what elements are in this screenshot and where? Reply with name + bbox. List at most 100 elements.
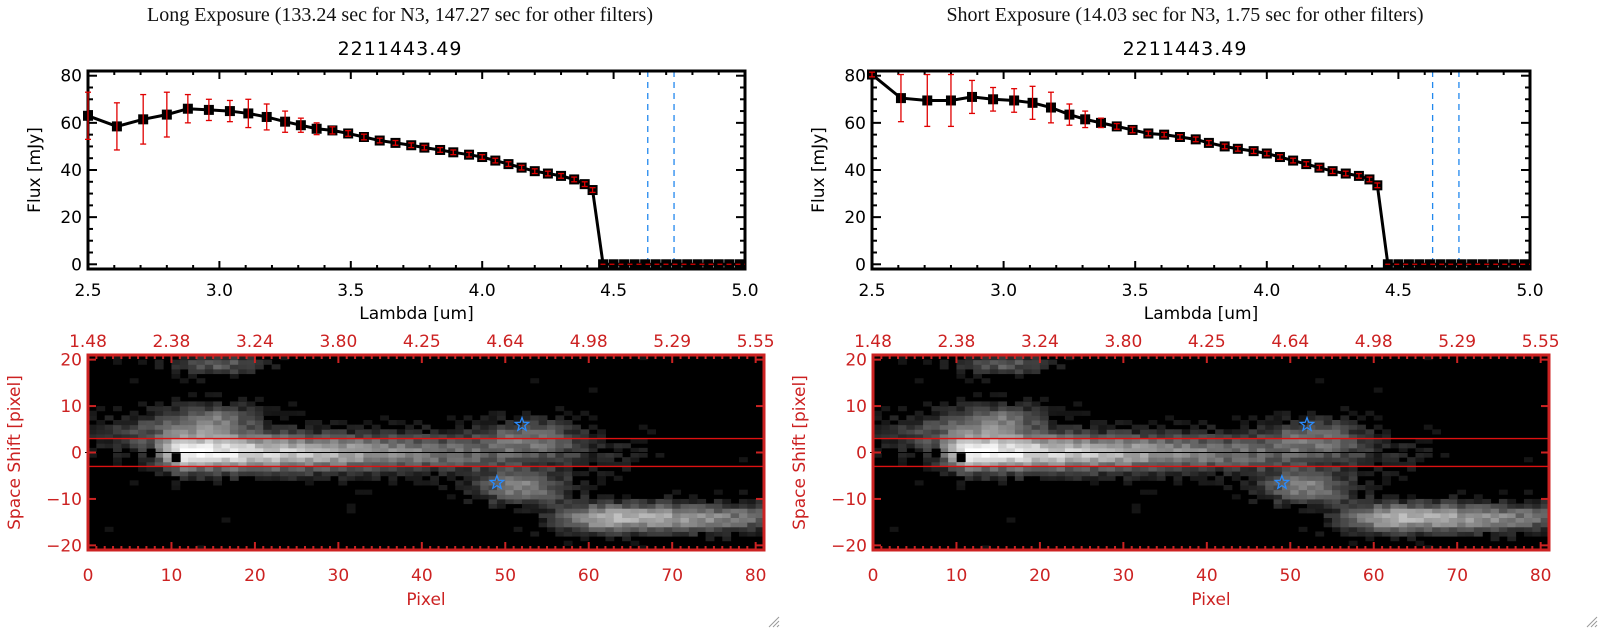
image-pixel: [1473, 503, 1483, 509]
image-pixel: [513, 485, 523, 491]
image-pixel: [613, 447, 623, 453]
image-pixel: [1073, 424, 1083, 430]
image-pixel: [1281, 475, 1291, 481]
image-pixel: [1357, 531, 1366, 537]
image-pixel: [138, 452, 147, 458]
image-pixel: [613, 498, 623, 505]
image-pixel: [129, 415, 139, 421]
image-pixel: [154, 410, 164, 416]
image-pixel: [304, 429, 314, 435]
image-pixel: [1064, 355, 1074, 361]
image-pixel: [1215, 480, 1225, 486]
image-pixel: [346, 466, 356, 472]
image-pixel: [1340, 508, 1350, 514]
image-pixel: [722, 536, 732, 542]
resize-grip-icon[interactable]: [1584, 614, 1598, 628]
image-pixel: [363, 429, 373, 435]
image-pixel: [179, 401, 189, 407]
image-pixel: [580, 531, 590, 537]
image-pixel: [446, 447, 456, 453]
image-pixel: [521, 429, 531, 435]
image-pixel: [1073, 461, 1083, 467]
image-pixel: [1240, 429, 1250, 435]
image-pixel: [480, 494, 490, 500]
image-pixel: [1423, 508, 1433, 514]
image-pixel: [1340, 457, 1350, 463]
image-pixel: [530, 508, 540, 514]
image-pixel: [1365, 489, 1375, 495]
image-pixel: [563, 433, 573, 440]
image-pixel: [1398, 508, 1408, 514]
image-pixel: [338, 466, 348, 472]
image-pixel: [1089, 457, 1099, 463]
image-pixel: [1340, 466, 1350, 472]
image-pixel: [188, 373, 197, 379]
image-pixel: [430, 475, 440, 481]
image-pixel: [380, 429, 389, 435]
image-pixel: [1365, 526, 1375, 532]
image-pixel: [580, 429, 590, 435]
image-pixel: [1031, 447, 1041, 453]
image-pixel: [213, 420, 223, 426]
image-pixel: [204, 415, 214, 421]
image-pixel: [630, 447, 640, 453]
image-pixel: [505, 433, 515, 440]
image-pixel: [1190, 443, 1199, 449]
image-pixel: [471, 466, 481, 472]
image-pixel: [622, 517, 631, 523]
image-pixel: [1048, 424, 1058, 430]
image-pixel: [1457, 526, 1467, 532]
image-pixel: [113, 452, 122, 458]
image-pixel: [505, 424, 515, 430]
image-pixel: [513, 457, 523, 463]
image-pixel: [1081, 447, 1091, 453]
image-pixel: [229, 447, 239, 453]
image-pixel: [973, 401, 982, 407]
resize-grip-icon[interactable]: [766, 614, 780, 628]
image-pixel: [747, 503, 757, 509]
image-pixel: [1198, 471, 1208, 477]
image-pixel: [931, 461, 941, 467]
image-pixel: [1140, 443, 1149, 449]
image-pixel: [1348, 508, 1358, 514]
image-pixel: [1048, 471, 1058, 477]
image-pixel: [263, 475, 273, 481]
image-pixel: [1298, 461, 1308, 467]
image-pixel: [1098, 433, 1108, 440]
x-tick-label: 3.5: [1122, 281, 1149, 301]
image-pixel: [948, 447, 957, 453]
image-pixel: [989, 406, 999, 412]
data-point: [1403, 259, 1414, 270]
image-pixel: [655, 517, 665, 523]
image-pixel: [1332, 480, 1341, 486]
image-pixel: [171, 415, 181, 421]
image-pixel: [1348, 457, 1358, 463]
image-pixel: [321, 471, 331, 477]
image-pixel: [1056, 433, 1066, 440]
image-pixel: [488, 498, 498, 505]
image-pixel: [572, 471, 581, 477]
image-pixel: [254, 424, 264, 430]
image-pixel: [513, 498, 523, 505]
image-pixel: [446, 466, 456, 472]
image-pixel: [580, 452, 590, 458]
image-pixel: [1457, 489, 1467, 495]
image-pixel: [313, 443, 323, 449]
image-pixel: [355, 429, 364, 435]
image-pixel: [196, 475, 206, 481]
image-pixel: [530, 457, 540, 463]
image-pixel: [1115, 471, 1124, 477]
image-pixel: [1315, 378, 1325, 384]
image-pixel: [1340, 480, 1350, 486]
image-pixel: [588, 452, 598, 458]
image-pixel: [480, 480, 490, 486]
image-pixel: [313, 466, 323, 472]
image-pixel: [1039, 452, 1049, 458]
image-pixel: [923, 466, 932, 472]
image-pixel: [146, 429, 156, 435]
image-pixel: [1332, 489, 1341, 495]
image-pixel: [1181, 466, 1191, 472]
image-pixel: [964, 475, 974, 481]
image-pixel: [1423, 438, 1433, 444]
image-pixel: [914, 429, 924, 435]
